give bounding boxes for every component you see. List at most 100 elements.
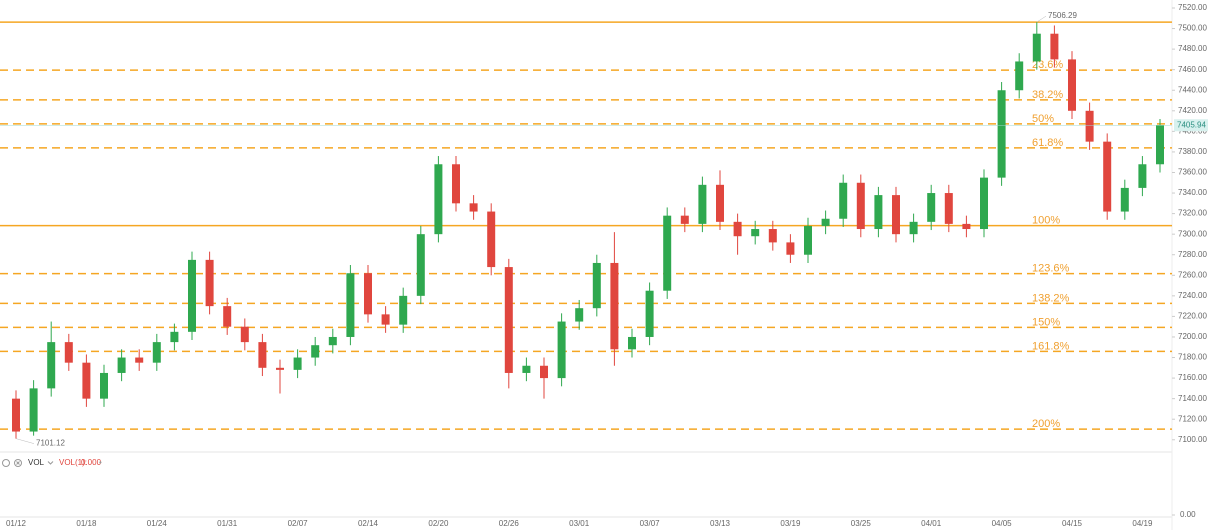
last-price-tag xyxy=(1174,119,1208,132)
collapse-icon[interactable] xyxy=(47,461,54,465)
candle-body xyxy=(751,229,760,237)
close-icon[interactable] xyxy=(14,459,22,467)
candle-body xyxy=(346,273,355,337)
x-tick-label: 03/13 xyxy=(710,519,731,528)
candle-body xyxy=(29,388,38,432)
y-tick-label: 7340.00 xyxy=(1178,188,1207,197)
candle-body xyxy=(276,367,284,370)
candle-body xyxy=(364,273,372,315)
x-tick-label: 04/01 xyxy=(921,519,942,528)
candle-body xyxy=(698,184,707,224)
candle-body xyxy=(416,234,425,296)
candle-body xyxy=(311,345,320,358)
candle-body xyxy=(944,193,953,224)
candle-body xyxy=(12,398,20,432)
candle-body xyxy=(293,357,302,370)
fib-label: 138.2% xyxy=(1032,292,1070,304)
x-tick-label: 01/24 xyxy=(147,519,168,528)
x-tick-label: 02/26 xyxy=(499,519,520,528)
fib-label: 150% xyxy=(1032,316,1060,328)
candle-body xyxy=(997,90,1006,178)
candle-body xyxy=(909,221,918,235)
fib-label: 123.6% xyxy=(1032,263,1070,275)
x-tick-label: 03/01 xyxy=(569,519,590,528)
candle-body xyxy=(469,203,478,212)
candle-body xyxy=(328,336,337,346)
x-tick-label: 02/20 xyxy=(428,519,449,528)
volume-value: 0.000 xyxy=(81,458,102,467)
y-tick-label: 7500.00 xyxy=(1178,24,1207,33)
y-tick-label: 7300.00 xyxy=(1178,229,1207,238)
candle-body xyxy=(64,342,73,363)
candle-body xyxy=(1138,164,1147,188)
y-tick-label: 7180.00 xyxy=(1178,353,1207,362)
candle-body xyxy=(804,225,812,255)
candle-body xyxy=(170,331,179,343)
candle-body xyxy=(1015,61,1024,91)
candle-body xyxy=(135,357,144,363)
candle-body xyxy=(592,262,601,309)
candle-body xyxy=(575,308,584,322)
close-icon-cross xyxy=(16,461,20,465)
y-tick-label: 7460.00 xyxy=(1178,65,1207,74)
x-tick-label: 04/19 xyxy=(1132,519,1153,528)
candle-body xyxy=(716,184,724,222)
candle-body xyxy=(1156,125,1164,165)
candle-body xyxy=(452,164,460,204)
candle-body xyxy=(399,295,408,325)
candle-body xyxy=(258,342,267,368)
y-tick-label: 7200.00 xyxy=(1178,332,1207,341)
y-tick-label: 7360.00 xyxy=(1178,168,1207,177)
y-tick-label: 7440.00 xyxy=(1178,85,1207,94)
candle-body xyxy=(892,195,900,235)
volume-indicator: VOL(1): xyxy=(59,458,87,467)
y-tick-label: 7420.00 xyxy=(1178,106,1207,115)
candle-body xyxy=(117,357,126,373)
fib-label: 161.8% xyxy=(1032,340,1070,352)
candle-body xyxy=(1085,110,1094,142)
candle-body xyxy=(645,290,654,337)
candle-body xyxy=(557,321,566,379)
x-tick-label: 01/12 xyxy=(6,519,27,528)
x-tick-label: 01/18 xyxy=(76,519,97,528)
candle-body xyxy=(962,223,971,230)
candle-body xyxy=(680,215,689,224)
volume-name: VOL xyxy=(28,458,45,467)
candle-body xyxy=(82,362,91,399)
fib-label: 23.6% xyxy=(1032,59,1063,71)
x-tick-label: 02/14 xyxy=(358,519,379,528)
y-tick-label: 7280.00 xyxy=(1178,250,1207,259)
y-tick-label: 7120.00 xyxy=(1178,414,1207,423)
candle-body xyxy=(1050,33,1059,60)
fib-label: 61.8% xyxy=(1032,137,1063,149)
candle-body xyxy=(1103,141,1112,212)
last-price-label: 7405.94 xyxy=(1177,120,1206,129)
candle-body xyxy=(927,193,936,222)
candle-body xyxy=(786,242,795,255)
x-tick-label: 02/07 xyxy=(288,519,309,528)
high-label: 7506.29 xyxy=(1048,11,1077,20)
y-tick-label: 7100.00 xyxy=(1178,435,1207,444)
y-tick-label: 7220.00 xyxy=(1178,312,1207,321)
candle-body xyxy=(100,372,108,399)
volume-dot: • xyxy=(99,458,102,467)
candle-body xyxy=(839,182,848,219)
high-pointer xyxy=(1036,15,1047,23)
candle-body xyxy=(733,221,742,237)
candle-body xyxy=(504,267,513,373)
candle-body xyxy=(874,195,883,230)
candle-body xyxy=(628,336,636,350)
fib-label: 200% xyxy=(1032,418,1060,430)
candle-body xyxy=(663,215,672,291)
y-tick-label: 7380.00 xyxy=(1178,147,1207,156)
y-tick-label: 7240.00 xyxy=(1178,291,1207,300)
candle-body xyxy=(821,218,830,226)
settings-icon[interactable] xyxy=(2,459,10,467)
low-label: 7101.12 xyxy=(36,439,65,448)
candle-body xyxy=(1032,33,1041,62)
x-tick-label: 04/15 xyxy=(1062,519,1083,528)
y-tick-label: 7160.00 xyxy=(1178,373,1207,382)
fib-label: 50% xyxy=(1032,113,1054,125)
